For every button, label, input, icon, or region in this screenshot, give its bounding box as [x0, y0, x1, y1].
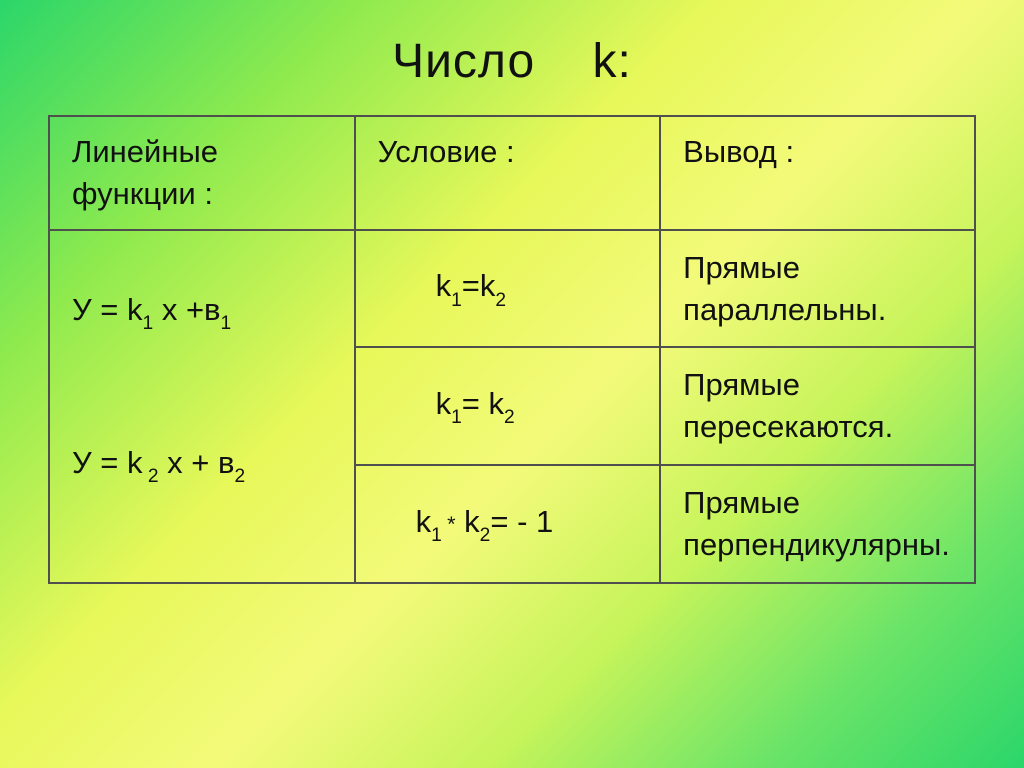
subscript: 2	[504, 407, 515, 428]
text: x +в	[153, 292, 220, 327]
subscript: 2	[143, 466, 159, 487]
function-1: У = k1 x +в1	[72, 292, 231, 327]
subscript: 1	[451, 407, 462, 428]
subscript: 2	[495, 290, 506, 311]
text: У = k	[72, 292, 143, 327]
condition-cell: k1 * k2= - 1	[355, 465, 661, 583]
comparison-table: Линейные функции : Условие : Вывод : У =…	[48, 115, 976, 584]
header-functions: Линейные функции :	[49, 116, 355, 230]
conclusion-cell: Прямые параллельны.	[660, 230, 975, 348]
table-header-row: Линейные функции : Условие : Вывод :	[49, 116, 975, 230]
text: k	[456, 504, 480, 539]
asterisk: *	[447, 511, 455, 536]
slide: Число k: Линейные функции : Условие : Вы…	[0, 0, 1024, 624]
header-condition: Условие :	[355, 116, 661, 230]
text: = - 1	[490, 504, 553, 539]
function-2: У = k 2 x + в2	[72, 445, 245, 480]
text: x + в	[159, 445, 235, 480]
header-conclusion: Вывод :	[660, 116, 975, 230]
subscript: 2	[234, 466, 245, 487]
text: = k	[462, 386, 504, 421]
text: k	[436, 268, 452, 303]
text: =k	[462, 268, 496, 303]
functions-cell: У = k1 x +в1 У = k 2 x + в2	[49, 230, 355, 583]
page-title: Число k:	[48, 34, 976, 89]
condition-cell: k1=k2	[355, 230, 661, 348]
subscript: 2	[480, 525, 491, 546]
table-row: У = k1 x +в1 У = k 2 x + в2 k1=k2 Прямые…	[49, 230, 975, 348]
subscript: 1	[143, 313, 154, 334]
conclusion-cell: Прямые перпендикулярны.	[660, 465, 975, 583]
subscript: 1	[451, 290, 462, 311]
subscript: 1	[431, 525, 447, 546]
subscript: 1	[221, 313, 232, 334]
condition-cell: k1= k2	[355, 347, 661, 465]
text: k	[436, 386, 452, 421]
text: k	[416, 504, 432, 539]
text: У = k	[72, 445, 143, 480]
conclusion-cell: Прямые пересекаются.	[660, 347, 975, 465]
